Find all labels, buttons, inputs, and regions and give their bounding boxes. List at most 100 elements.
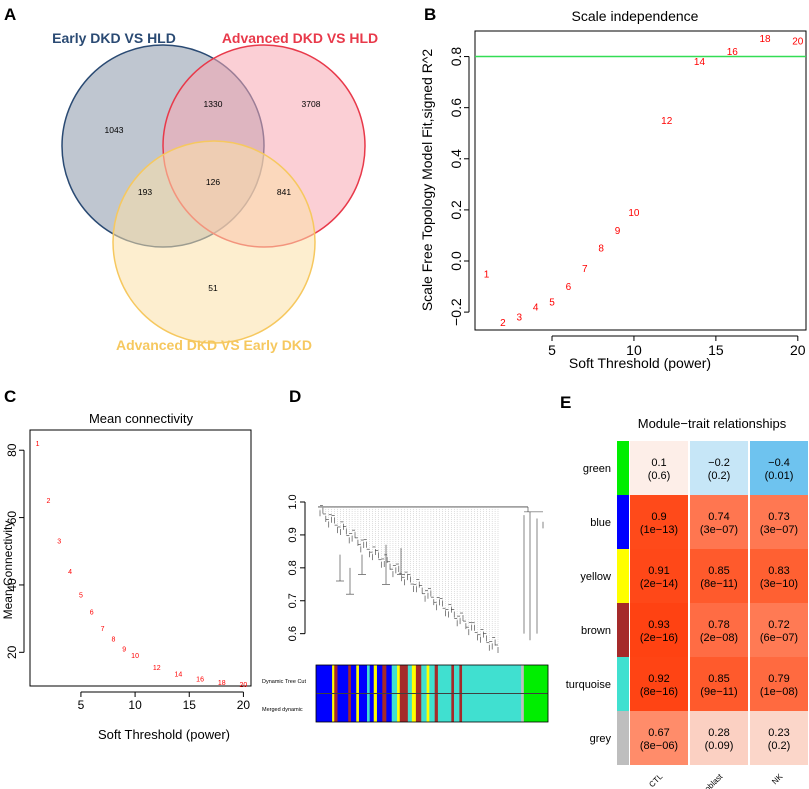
data-point-label: 14 [175, 672, 183, 679]
venn-count-early-only: 1043 [105, 125, 124, 135]
y-tick-label: 80 [5, 443, 19, 457]
heatmap-cell-value: −0.2 [708, 457, 730, 469]
color-bar-segment-dynamic [334, 665, 338, 693]
color-bar-segment-merged [454, 694, 460, 722]
heatmap-cell-value: 0.72 [768, 619, 789, 631]
heatmap-cell-value: 0.73 [768, 511, 789, 523]
chart-b-ylabel: Scale Free Topology Model Fit,signed R^2 [419, 49, 435, 312]
heatmap-cell-pvalue: (0.01) [765, 470, 794, 482]
heatmap-cell-value: 0.79 [768, 673, 789, 685]
heatmap-cell [630, 657, 688, 711]
color-bar-segment-dynamic [415, 665, 422, 693]
x-tick-label: 5 [78, 698, 85, 712]
heatmap-cell-value: 0.23 [768, 727, 789, 739]
color-row-label-dynamic-tree-cut: Dynamic Tree Cut [262, 679, 306, 685]
color-bar-segment-merged [334, 694, 338, 722]
heatmap-cell [750, 711, 808, 765]
data-point-label: 20 [240, 682, 248, 689]
chart-c-title: Mean connectivity [89, 411, 194, 426]
heatmap-cell-pvalue: (2e−16) [640, 632, 678, 644]
y-tick-label: 0.6 [448, 98, 464, 118]
heatmap-cell [630, 495, 688, 549]
panel-c: C Mean connectivity Soft Threshold (powe… [1, 387, 252, 742]
data-point-label: 7 [101, 626, 105, 633]
data-point-label: 9 [615, 226, 621, 237]
heatmap-cell-pvalue: (3e−07) [760, 524, 798, 536]
module-row-label: green [583, 463, 611, 475]
x-tick-label: 10 [626, 342, 642, 358]
module-swatch [617, 441, 629, 495]
color-bar-segment-merged [407, 694, 413, 722]
chart-e-title: Module−trait relationships [638, 416, 787, 431]
x-tick-label: 20 [237, 698, 251, 712]
data-point-label: 12 [153, 665, 161, 672]
heatmap-cell-value: −0.4 [768, 457, 790, 469]
venn-set-label-early: Early DKD VS HLD [52, 30, 176, 46]
y-tick-label: 0.0 [448, 251, 464, 271]
module-row-label: grey [590, 733, 612, 745]
panel-a: A Early DKD VS HLD Advanced DKD VS HLD A… [4, 5, 378, 353]
x-tick-label: 15 [183, 698, 197, 712]
venn-set-label-advanced: Advanced DKD VS HLD [222, 30, 378, 46]
heatmap-cell-value: 0.83 [768, 565, 789, 577]
color-row-label-merged-dynamic: Merged dynamic [262, 707, 303, 713]
y-tick-label: 0.2 [448, 200, 464, 220]
x-tick-label: 15 [708, 342, 724, 358]
color-bar-segment-merged [332, 694, 335, 722]
color-bar-segment-merged [411, 694, 417, 722]
data-point-label: 10 [131, 653, 139, 660]
panel-label-b: B [424, 5, 436, 24]
color-bar-segment-merged [358, 694, 368, 722]
color-bar-segment-merged [376, 694, 383, 722]
y-tick-label: 40 [5, 578, 19, 592]
color-bar-segment-dynamic [429, 665, 435, 693]
data-point-label: 18 [218, 680, 226, 687]
color-bar-segment-merged [462, 694, 522, 722]
color-bar-segment-merged [391, 694, 398, 722]
heatmap-cell [630, 711, 688, 765]
color-bar-segment-merged [421, 694, 427, 722]
color-bar-segment-dynamic [451, 665, 455, 693]
y-tick-label: 0.6 [287, 626, 299, 641]
y-tick-label: 0.8 [287, 560, 299, 575]
venn-count-early-adv: 1330 [204, 99, 223, 109]
y-tick-label: −0.2 [448, 298, 464, 326]
data-point-label: 1 [36, 441, 40, 448]
y-tick-label: 20 [5, 645, 19, 659]
data-point-label: 8 [598, 244, 604, 255]
y-tick-label: 0.4 [448, 149, 464, 169]
color-bar-segment-merged [415, 694, 422, 722]
color-bar-segment-dynamic [382, 665, 387, 693]
heatmap-cell-value: 0.91 [648, 565, 669, 577]
color-bar-segment-dynamic [316, 665, 333, 693]
heatmap-column-label: CTL [647, 772, 664, 789]
heatmap-grid: green 0.1(0.6)−0.2(0.2)−0.4(0.01)blue 0.9(… [566, 441, 808, 789]
color-bar-segment-merged [337, 694, 349, 722]
data-point-label: 16 [727, 47, 739, 58]
venn-count-all-three: 126 [206, 177, 220, 187]
color-bar-segment-dynamic [437, 665, 452, 693]
data-point-label: 7 [582, 264, 588, 275]
heatmap-cell-pvalue: (0.2) [768, 740, 791, 752]
color-bar-segment-dynamic [462, 665, 522, 693]
heatmap-cell [750, 549, 808, 603]
module-swatch [617, 657, 629, 711]
color-bar-segment-dynamic [376, 665, 383, 693]
heatmap-cell-pvalue: (1e−13) [640, 524, 678, 536]
heatmap-cell-pvalue: (8e−11) [700, 578, 737, 590]
heatmap-cell-value: 0.1 [651, 457, 666, 469]
chart-c-xlabel: Soft Threshold (power) [98, 727, 230, 742]
color-bar-segment-merged [382, 694, 387, 722]
data-point-label: 1 [484, 269, 490, 280]
y-tick-label: 0.9 [287, 527, 299, 542]
color-bar-segment-merged [397, 694, 401, 722]
module-row-label: brown [581, 625, 611, 637]
x-tick-label: 5 [548, 342, 556, 358]
color-bar-segment-dynamic [369, 665, 375, 693]
color-bar-segment-dynamic [407, 665, 413, 693]
y-tick-label: 1.0 [287, 494, 299, 509]
data-point-label: 4 [533, 303, 539, 314]
color-bar-segment-dynamic [399, 665, 409, 693]
data-point-label: 6 [566, 282, 572, 293]
color-bar-segment-dynamic [337, 665, 349, 693]
